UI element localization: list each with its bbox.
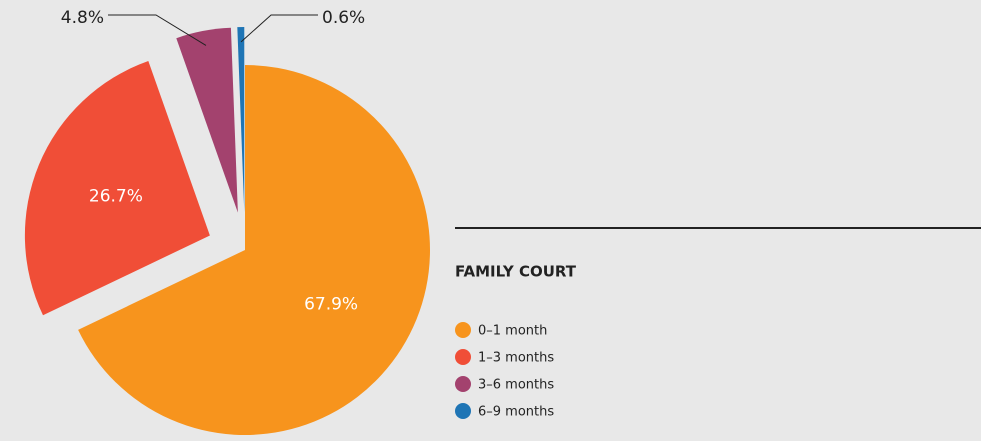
- legend-label: 6–9 months: [478, 405, 554, 420]
- legend-label: 0–1 month: [478, 324, 547, 339]
- leader-line: [108, 14, 207, 46]
- slice-label: 26.7%: [89, 187, 143, 207]
- slice-label: 0.6%: [322, 8, 365, 28]
- legend-swatch: [455, 349, 471, 365]
- leader-line: [240, 14, 318, 43]
- legend-swatch: [455, 376, 471, 392]
- slice-label: 4.8%: [61, 8, 104, 28]
- legend-swatch: [455, 322, 471, 338]
- slice-label: 67.9%: [304, 294, 358, 314]
- legend-swatch: [455, 403, 471, 419]
- pie-slice: [176, 27, 238, 213]
- legend-label: 3–6 months: [478, 378, 554, 393]
- legend-label: 1–3 months: [478, 351, 554, 366]
- chart-title: FAMILY COURT: [455, 263, 577, 281]
- pie-slice: [237, 27, 245, 213]
- pie-slice: [78, 65, 431, 435]
- pie-slice: [24, 61, 210, 316]
